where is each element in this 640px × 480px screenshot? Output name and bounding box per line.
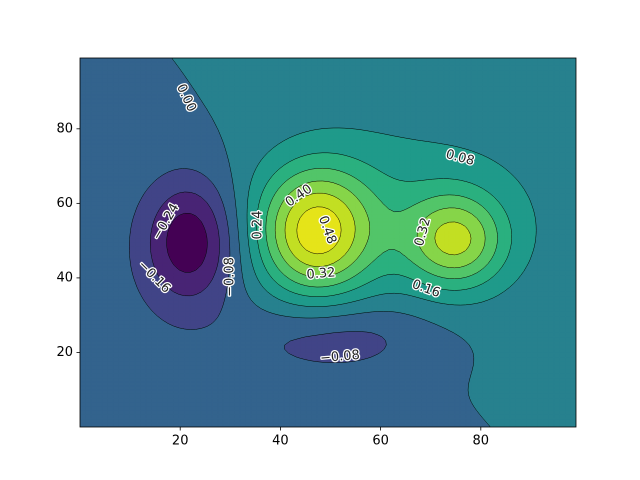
- contour-line: [129, 168, 387, 363]
- contour-line: [284, 192, 472, 267]
- contour-line: [171, 58, 491, 427]
- x-tick-label: 60: [372, 434, 389, 449]
- x-tick-label: 40: [272, 434, 289, 449]
- contour-line: [149, 191, 220, 297]
- x-tick-label: 20: [172, 434, 189, 449]
- contour-line: [296, 206, 342, 255]
- axes-frame: [79, 57, 577, 428]
- contour-line: [265, 167, 498, 288]
- contour-label: 0.32: [306, 265, 336, 282]
- contour-line: [274, 180, 486, 278]
- contour-label: −0.08: [320, 348, 361, 366]
- y-tick-label: 20: [56, 345, 73, 360]
- y-tick-label: 60: [56, 196, 73, 211]
- x-tick-label: 80: [473, 434, 490, 449]
- contour-label: 0.32: [412, 216, 434, 248]
- y-tick-label: 80: [56, 121, 73, 136]
- contour-label: 0.24: [251, 211, 266, 240]
- contour-line: [256, 152, 512, 297]
- contour-band: [296, 206, 342, 255]
- contour-line: [166, 212, 208, 273]
- contour-line: [246, 127, 537, 307]
- contour-label: −0.08: [223, 257, 238, 297]
- plot-area: [80, 58, 576, 427]
- y-tick-label: 40: [56, 270, 73, 285]
